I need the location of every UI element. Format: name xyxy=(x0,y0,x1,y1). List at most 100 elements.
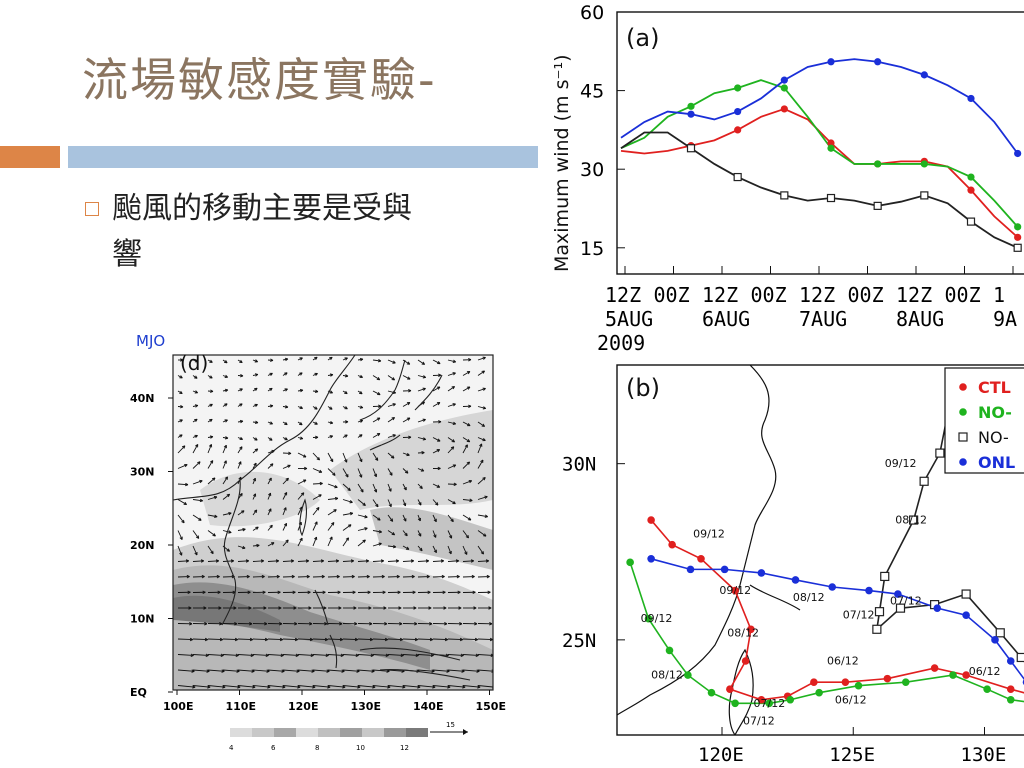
wind-vector-head xyxy=(415,653,419,657)
wind-vector xyxy=(297,492,305,500)
wind-vector-head xyxy=(353,606,357,610)
wind-vector-head xyxy=(501,560,504,563)
track-point xyxy=(883,674,892,683)
wind-vector-head xyxy=(284,437,288,441)
track-point xyxy=(909,515,919,525)
wind-vector xyxy=(462,371,471,376)
wind-vector-head xyxy=(455,559,460,563)
wind-vector-head xyxy=(284,388,288,392)
wind-vector xyxy=(312,685,331,688)
wind-vector xyxy=(477,477,486,485)
wind-vector-head xyxy=(376,433,381,437)
lon-tick-label: 100E xyxy=(163,700,193,713)
wind-vector-head xyxy=(239,359,243,364)
wind-vector-head xyxy=(216,574,220,579)
wind-vector xyxy=(462,499,473,501)
wind-vector-head xyxy=(181,519,185,524)
track-time-label: 09/12 xyxy=(641,612,673,625)
wind-vector xyxy=(462,545,468,555)
wind-vector xyxy=(372,542,382,547)
panel-b-label: (b) xyxy=(626,374,660,402)
wind-vector xyxy=(282,464,291,469)
wind-vector-head xyxy=(329,435,334,439)
wind-vector xyxy=(447,421,456,425)
wind-vector xyxy=(207,560,219,562)
wind-vector-head xyxy=(419,485,423,490)
wind-vector-head xyxy=(219,637,223,642)
wind-vector xyxy=(447,638,463,641)
wind-vector-head xyxy=(268,492,272,497)
wind-vector-head xyxy=(252,493,257,497)
lon-tick-label: 130E xyxy=(961,744,1007,766)
wind-vector-head xyxy=(507,686,510,689)
wind-vector-head xyxy=(239,419,244,424)
wind-vector-head xyxy=(292,590,296,595)
wind-vector xyxy=(432,545,437,553)
wind-vector-head xyxy=(197,461,201,465)
wind-vector-head xyxy=(504,622,507,625)
wind-vector-head xyxy=(502,575,505,578)
wind-vector-head xyxy=(425,559,430,563)
wind-vector xyxy=(342,499,353,503)
wind-vector-head xyxy=(269,387,273,392)
series-point xyxy=(1014,233,1022,241)
wind-vector xyxy=(462,514,472,521)
wind-vector-head xyxy=(433,534,437,538)
wind-vector xyxy=(462,530,469,539)
track-point xyxy=(828,583,837,591)
y-tick-label: 30 xyxy=(580,159,604,181)
wind-vector-head xyxy=(404,470,409,474)
wind-vector-head xyxy=(194,390,199,394)
wind-vector-head xyxy=(359,374,363,379)
wind-vector-head xyxy=(378,404,382,408)
wind-vector xyxy=(432,530,437,538)
wind-vector-head xyxy=(407,376,411,380)
wind-vector xyxy=(282,685,301,688)
track-point xyxy=(962,611,970,619)
wind-vector-head xyxy=(224,436,229,440)
map-colorbar: 4 6 8 10 12 15 xyxy=(229,721,468,752)
legend-label: ONL xyxy=(978,453,1015,472)
mjo-label: MJO xyxy=(136,332,166,350)
wind-vector xyxy=(417,388,426,392)
wind-vector-head xyxy=(489,637,493,642)
wind-vector-head xyxy=(474,622,478,626)
wind-vector-head xyxy=(444,622,448,626)
wind-vector-head xyxy=(422,375,427,379)
track-point xyxy=(995,628,1005,638)
wind-vector xyxy=(267,669,285,672)
wind-vector xyxy=(222,476,228,485)
wind-vector-head xyxy=(452,464,457,468)
wind-vector-head xyxy=(466,461,471,465)
wind-vector xyxy=(177,445,186,454)
wind-vector xyxy=(267,685,286,688)
wind-vector-head xyxy=(206,669,210,673)
track-annotations: 09/12 09/12 08/12 09/12 08/12 07/12 07/12 09/12… xyxy=(641,457,1001,727)
wind-vector xyxy=(372,638,388,641)
wind-vector xyxy=(492,437,493,438)
wind-vector xyxy=(357,527,368,531)
wind-vector xyxy=(357,499,366,506)
track-point xyxy=(1006,695,1015,704)
wind-vector-head xyxy=(429,622,433,626)
wind-vector-head xyxy=(383,606,387,610)
series-point xyxy=(780,84,788,92)
wind-vector-head xyxy=(300,492,305,496)
wind-vector xyxy=(267,542,275,547)
lat-tick-label: 30N xyxy=(562,454,596,476)
wind-vector-head xyxy=(299,357,303,361)
wind-vector-head xyxy=(314,536,318,541)
wind-vector-head xyxy=(468,404,472,408)
wind-vector-head xyxy=(420,468,425,472)
map-lat-ticks: 40N 30N 20N 10N EQ xyxy=(130,392,173,699)
wind-vector xyxy=(477,421,485,427)
wind-vector-head xyxy=(309,622,313,626)
wind-vector-head xyxy=(249,637,253,642)
wind-vector-head xyxy=(270,358,274,362)
wind-vector-head xyxy=(411,574,415,579)
wind-vector xyxy=(372,685,391,688)
wind-vector-head xyxy=(399,637,403,642)
series-markers xyxy=(686,58,1022,252)
wind-vector xyxy=(432,499,439,506)
wind-vector xyxy=(177,483,189,486)
